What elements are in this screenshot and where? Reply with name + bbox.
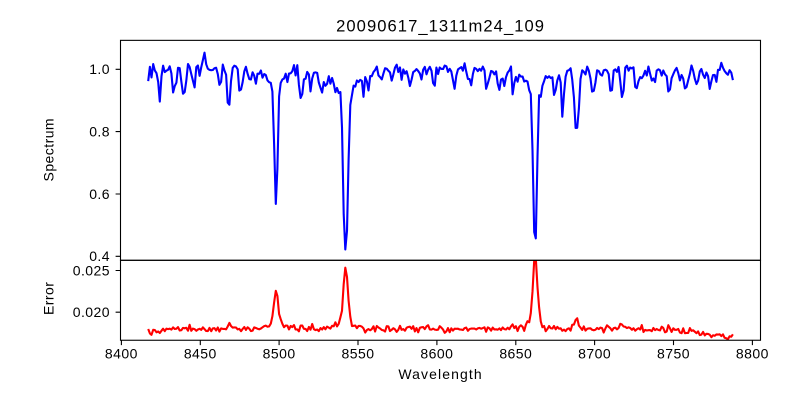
svg-text:Spectrum: Spectrum (41, 118, 57, 182)
svg-text:0.025: 0.025 (73, 262, 110, 278)
svg-text:0.8: 0.8 (89, 124, 110, 140)
svg-text:Wavelength: Wavelength (398, 366, 482, 382)
svg-text:8750: 8750 (657, 346, 690, 362)
svg-text:8800: 8800 (736, 346, 769, 362)
svg-text:0.020: 0.020 (73, 304, 110, 320)
svg-text:8550: 8550 (342, 346, 375, 362)
svg-text:8600: 8600 (420, 346, 453, 362)
svg-text:0.6: 0.6 (89, 186, 110, 202)
svg-text:8450: 8450 (184, 346, 217, 362)
svg-text:0.4: 0.4 (89, 248, 110, 264)
svg-text:8650: 8650 (499, 346, 532, 362)
svg-text:20090617_1311m24_109: 20090617_1311m24_109 (336, 16, 545, 35)
svg-text:1.0: 1.0 (89, 61, 110, 77)
svg-text:8500: 8500 (263, 346, 296, 362)
svg-text:Error: Error (41, 282, 57, 315)
svg-text:8400: 8400 (105, 346, 138, 362)
svg-text:8700: 8700 (578, 346, 611, 362)
